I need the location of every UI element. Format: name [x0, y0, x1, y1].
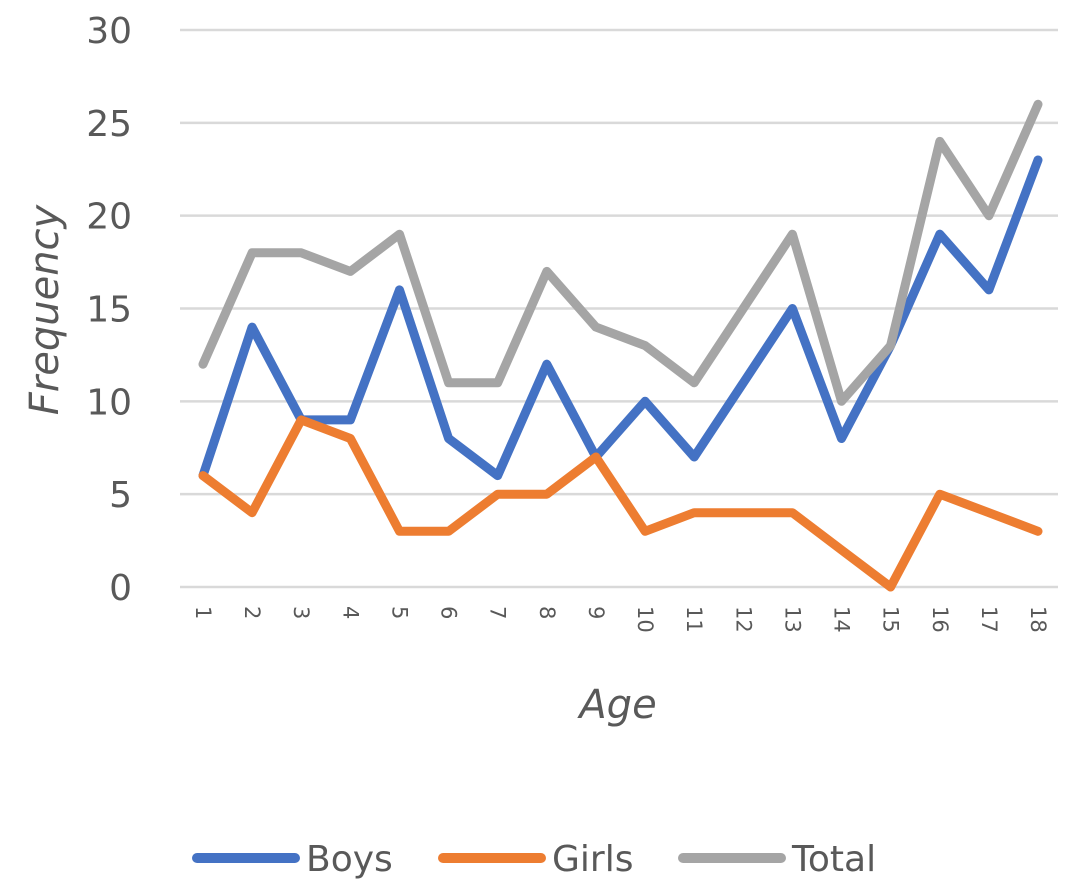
y-tick-label: 0	[109, 568, 132, 609]
legend-label-boys: Boys	[306, 839, 393, 880]
series-line-total	[198, 99, 1043, 406]
x-axis-ticks: 1 2 3 4 5 6 7 8 9 10 11 12 13 14 15 16 17 18	[191, 606, 1050, 633]
x-tick-label: 17	[977, 606, 1001, 633]
y-axis-ticks: 0 5 10 15 20 25 30	[86, 11, 132, 609]
x-tick-label: 15	[879, 606, 903, 633]
series-lines	[198, 99, 1043, 592]
y-tick-label: 5	[109, 475, 132, 516]
x-tick-label: 12	[731, 606, 755, 633]
x-tick-label: 14	[830, 606, 854, 633]
y-tick-label: 10	[86, 382, 132, 423]
y-tick-label: 20	[86, 197, 132, 238]
legend-label-girls: Girls	[552, 839, 633, 880]
series-line-girls	[198, 415, 1043, 592]
gridlines	[180, 28, 1058, 589]
x-tick-label: 4	[338, 606, 362, 619]
x-tick-label: 10	[633, 606, 657, 633]
x-tick-label: 18	[1026, 606, 1050, 633]
x-tick-label: 13	[780, 606, 804, 633]
x-tick-label: 8	[535, 606, 559, 619]
y-axis-title: Frequency	[22, 203, 68, 415]
x-tick-label: 6	[437, 606, 461, 619]
x-tick-label: 16	[928, 606, 952, 633]
y-tick-label: 30	[86, 11, 132, 52]
legend: Boys Girls Total	[192, 839, 876, 880]
x-axis-title: Age	[576, 682, 656, 728]
y-tick-label: 25	[86, 104, 132, 145]
x-tick-label: 3	[289, 606, 313, 619]
y-tick-label: 15	[86, 290, 132, 331]
legend-label-total: Total	[791, 839, 876, 880]
x-tick-label: 1	[191, 606, 215, 619]
x-tick-label: 2	[240, 606, 264, 619]
x-tick-label: 7	[486, 606, 510, 619]
x-tick-label: 9	[584, 606, 608, 619]
x-tick-label: 11	[682, 606, 706, 633]
x-tick-label: 5	[387, 606, 411, 619]
